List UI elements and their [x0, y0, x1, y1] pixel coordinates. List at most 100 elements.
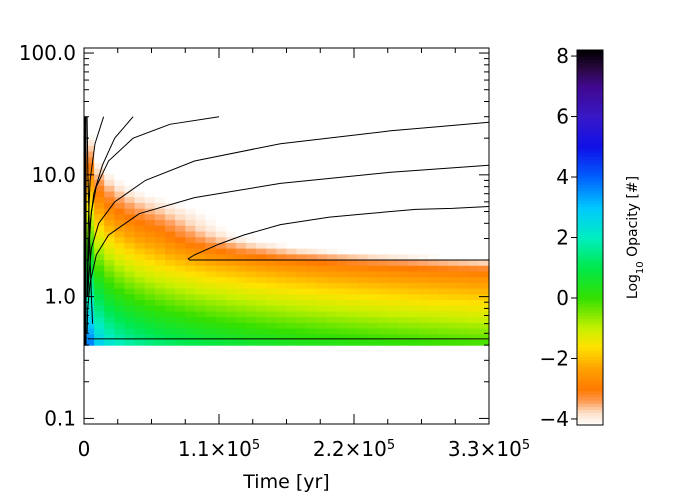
- heat-cell: [134, 305, 146, 312]
- heat-cell: [408, 202, 419, 209]
- colorbar-cell: [577, 156, 603, 160]
- heat-cell: [256, 162, 267, 169]
- heat-cell: [387, 276, 399, 283]
- heat-cell: [347, 150, 358, 158]
- heat-cell: [327, 265, 338, 272]
- heat-cell: [256, 282, 267, 289]
- heat-cell: [448, 333, 460, 340]
- heat-cell: [195, 322, 207, 329]
- heat-cell: [185, 219, 196, 226]
- heat-cell: [84, 162, 95, 169]
- heat-cell: [114, 253, 126, 261]
- heat-cell: [478, 150, 490, 158]
- heat-cell: [458, 253, 470, 261]
- heat-cell: [195, 288, 207, 295]
- heat-cell: [377, 282, 389, 289]
- heat-cell: [205, 333, 217, 340]
- heat-cell: [418, 276, 429, 283]
- heat-cell: [225, 139, 237, 146]
- heat-cell: [337, 288, 348, 295]
- heat-cell: [154, 168, 166, 175]
- heat-cell: [418, 190, 429, 198]
- colorbar-cell: [577, 331, 603, 335]
- heat-cell: [367, 322, 379, 329]
- heat-cell: [266, 190, 277, 198]
- heat-cell: [357, 327, 369, 335]
- heat-cell: [377, 225, 389, 232]
- heat-cell: [195, 259, 207, 266]
- heat-cell: [124, 333, 136, 340]
- heat-cell: [246, 173, 257, 181]
- heat-cell: [225, 208, 237, 215]
- heat-cell: [357, 173, 369, 181]
- heat-cell: [296, 299, 308, 306]
- heat-cell: [185, 276, 196, 283]
- heat-cell: [367, 305, 379, 312]
- heat-cell: [367, 190, 379, 198]
- colorbar-cell: [577, 246, 603, 251]
- heat-cell: [458, 225, 470, 232]
- heat-cell: [387, 133, 399, 141]
- heat-cell: [114, 208, 126, 215]
- heat-cell: [296, 179, 308, 186]
- heat-cell: [144, 190, 156, 198]
- heat-cell: [478, 185, 490, 192]
- colorbar-cell: [577, 315, 603, 320]
- heat-cell: [478, 139, 490, 146]
- heat-cell: [154, 116, 166, 124]
- heat-cell: [316, 173, 328, 181]
- heat-cell: [458, 293, 470, 301]
- heat-cell: [154, 139, 166, 146]
- heat-cell: [478, 225, 490, 232]
- heat-cell: [215, 322, 227, 329]
- colorbar-cell: [577, 196, 603, 201]
- heat-cell: [316, 133, 328, 141]
- heat-cell: [438, 259, 450, 266]
- heat-cell: [478, 196, 490, 203]
- heat-cell: [124, 168, 136, 175]
- heat-cell: [327, 156, 338, 164]
- heat-cell: [286, 196, 298, 203]
- heat-cell: [134, 288, 146, 295]
- heat-cell: [286, 145, 298, 152]
- heat-cell: [387, 173, 399, 181]
- heat-cell: [154, 299, 166, 306]
- heat-cell: [408, 150, 419, 158]
- heat-cell: [337, 242, 348, 249]
- heat-cell: [286, 282, 298, 289]
- colorbar-cell: [577, 359, 603, 364]
- heat-cell: [367, 253, 379, 261]
- heat-cell: [246, 270, 257, 278]
- heat-cell: [185, 168, 196, 175]
- heat-cell: [185, 213, 196, 221]
- heat-cell: [84, 322, 95, 329]
- heat-cell: [154, 213, 166, 221]
- heat-cell: [84, 179, 95, 186]
- heat-cell: [154, 310, 166, 318]
- heat-cell: [387, 185, 399, 192]
- heat-cell: [377, 116, 389, 124]
- colorbar-cell: [577, 150, 603, 154]
- heat-cell: [134, 168, 146, 175]
- heat-cell: [438, 333, 450, 340]
- heat-cell: [195, 173, 207, 181]
- heat-cell: [347, 162, 358, 169]
- heat-cell: [458, 156, 470, 164]
- heat-cell: [276, 282, 288, 289]
- heat-cell: [256, 259, 267, 266]
- heat-cell: [215, 168, 227, 175]
- heat-cell: [438, 276, 450, 283]
- heat-cell: [175, 145, 186, 152]
- heat-cell: [276, 202, 288, 209]
- colorbar-cell: [577, 118, 603, 123]
- heat-cell: [428, 133, 439, 141]
- heat-cell: [286, 333, 298, 340]
- heat-cell: [458, 145, 470, 152]
- heat-cell: [266, 327, 277, 335]
- heat-cell: [337, 139, 348, 146]
- heat-cell: [438, 173, 450, 181]
- heat-cell: [418, 293, 429, 301]
- heat-cell: [357, 316, 369, 323]
- heat-cell: [165, 236, 176, 243]
- heat-cell: [448, 150, 460, 158]
